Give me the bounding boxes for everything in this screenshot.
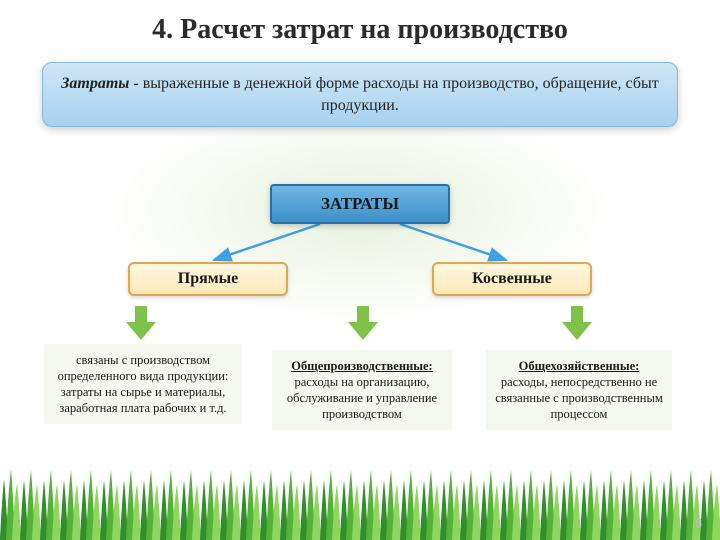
down-arrow-icon [562,306,592,340]
child-node-indirect: Косвенные [432,262,592,296]
leaf-general-economic: Общехозяйственные: расходы, непосредстве… [486,350,672,430]
leaf-text: расходы на организацию, обслуживание и у… [287,375,437,421]
grass-decoration [0,460,720,540]
definition-lead: Затраты [61,75,129,92]
leaf-direct: связаны с производством определенного ви… [44,344,242,424]
down-arrow-icon [126,306,156,340]
root-node: ЗАТРАТЫ [270,184,450,224]
leaf-general-production: Общепроизводственные: расходы на организ… [272,350,452,430]
down-arrow-icon [348,306,378,340]
leaf-text: связаны с производством определенного ви… [58,353,229,415]
leaf-text: расходы, непосредственно не связанные с … [495,375,663,421]
page-title: 4. Расчет затрат на производство [0,0,720,46]
leaf-heading: Общепроизводственные: [278,358,446,374]
child-node-direct: Прямые [128,262,288,296]
page-number: 8 [695,516,702,530]
leaf-heading: Общехозяйственные: [492,358,666,374]
definition-box: Затраты - выраженные в денежной форме ра… [42,62,678,127]
definition-rest: - выраженные в денежной форме расходы на… [129,75,658,114]
